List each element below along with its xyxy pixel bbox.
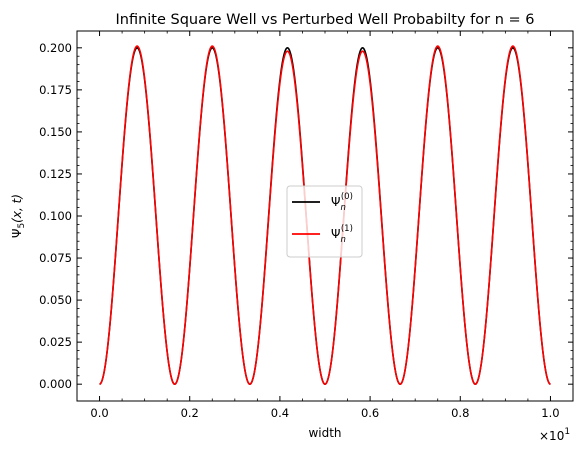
y-axis-label: Ψ5(x, t) bbox=[10, 194, 27, 238]
legend-label-psi-0: Ψn(0) bbox=[331, 192, 353, 213]
x-tick-label: 1.0 bbox=[541, 406, 559, 420]
y-tick-label: 0.075 bbox=[39, 251, 72, 265]
x-tick-label: 0.6 bbox=[361, 406, 379, 420]
legend: Ψn(0) Ψn(1) bbox=[286, 185, 363, 258]
ticks-layer: 0.0 0.2 0.4 0.6 0.8 1.0 0.000 0.025 0.050 0.075 0.… bbox=[39, 31, 573, 420]
x-offset-label: ×101 bbox=[539, 427, 570, 443]
legend-label-psi-1: Ψn(1) bbox=[331, 224, 353, 245]
y-tick-label: 0.125 bbox=[39, 167, 72, 181]
y-tick-label: 0.150 bbox=[39, 125, 72, 139]
legend-box bbox=[286, 185, 363, 258]
y-tick-label: 0.175 bbox=[39, 83, 72, 97]
plot-frame bbox=[76, 30, 574, 402]
y-tick-label: 0.100 bbox=[39, 209, 72, 223]
x-tick-label: 0.4 bbox=[271, 406, 289, 420]
y-tick-label: 0.200 bbox=[39, 41, 72, 55]
x-tick-label: 0.8 bbox=[451, 406, 469, 420]
x-axis-label: width bbox=[308, 426, 341, 440]
y-tick-label: 0.050 bbox=[39, 293, 72, 307]
x-tick-label: 0.0 bbox=[90, 406, 108, 420]
y-tick-label: 0.025 bbox=[39, 335, 72, 349]
chart-title: Infinite Square Well vs Perturbed Well P… bbox=[115, 12, 534, 28]
series-line-psi-1 bbox=[99, 45, 551, 386]
x-tick-label: 0.2 bbox=[181, 406, 199, 420]
y-tick-label: 0.000 bbox=[39, 377, 72, 391]
series-layer bbox=[99, 45, 551, 386]
